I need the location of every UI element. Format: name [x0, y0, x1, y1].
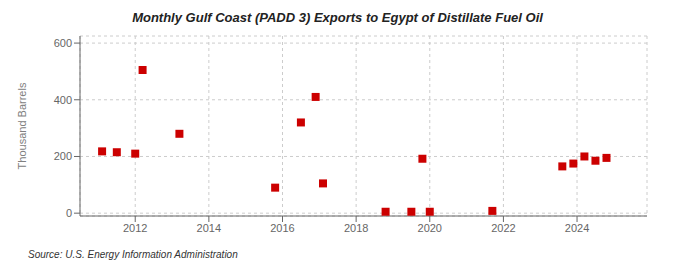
- html-text:Source: U.S. Energy Informatio: Source: U.S. Energy Information Administ…: [28, 249, 238, 260]
- svg-text:Thousand Barrels: Thousand Barrels: [16, 82, 28, 169]
- svg-text:2014: 2014: [197, 222, 221, 234]
- svg-text:2016: 2016: [270, 222, 294, 234]
- svg-text:2020: 2020: [418, 222, 442, 234]
- svg-text:2018: 2018: [344, 222, 368, 234]
- svg-text:2024: 2024: [565, 222, 589, 234]
- svg-text:0: 0: [66, 207, 72, 219]
- svg-text:2022: 2022: [491, 222, 515, 234]
- svg-text:2012: 2012: [123, 222, 147, 234]
- svg-text:600: 600: [54, 37, 72, 49]
- html-text:Monthly Gulf Coast (PADD 3) Ex: Monthly Gulf Coast (PADD 3) Exports to E…: [132, 10, 543, 25]
- svg-text:400: 400: [54, 94, 72, 106]
- svg-text:200: 200: [54, 150, 72, 162]
